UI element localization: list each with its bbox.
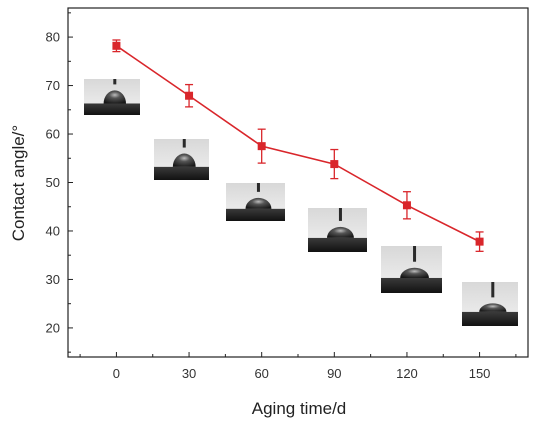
y-tick-label: 20 [46, 320, 60, 335]
plot-axes: 20 30 40 50 60 70 80 0 30 60 90 120 150 [46, 7, 529, 381]
x-tick-label: 150 [469, 366, 491, 381]
y-tick-label: 30 [46, 272, 60, 287]
droplet-photo-day-150 [462, 282, 518, 326]
droplet-photo-day-30 [154, 139, 209, 180]
photo-substrate [154, 166, 209, 180]
data-point-marker [112, 41, 121, 50]
y-tick-label: 40 [46, 223, 60, 238]
data-point-marker [402, 201, 411, 210]
x-tick-label: 30 [182, 366, 196, 381]
data-point-marker [257, 142, 266, 151]
dispensing-needle [491, 282, 495, 298]
x-tick-label: 60 [254, 366, 268, 381]
photo-substrate [84, 103, 140, 115]
droplet-photo-day-120 [381, 246, 442, 293]
series-line [115, 45, 480, 243]
y-tick-label: 80 [46, 30, 60, 45]
photo-substrate [462, 311, 518, 326]
droplet-photo-day-60 [226, 183, 285, 221]
data-series [112, 39, 484, 252]
droplet-shape [103, 90, 126, 104]
droplet-photo-day-90 [308, 208, 367, 252]
dispensing-needle [413, 246, 417, 262]
y-axis-label: Contact angle/° [9, 125, 28, 241]
droplet-photo-day-0 [84, 79, 140, 115]
droplet-shape [400, 267, 429, 278]
dispensing-needle [256, 183, 260, 192]
dispensing-needle [113, 79, 117, 85]
x-axis-label: Aging time/d [252, 399, 347, 418]
photo-substrate [226, 208, 285, 221]
droplet-shape [479, 303, 507, 312]
y-tick-label: 70 [46, 78, 60, 93]
droplet-shape [172, 153, 196, 167]
droplet-shape [326, 226, 354, 238]
x-tick-label: 90 [327, 366, 341, 381]
photo-substrate [308, 237, 367, 252]
x-tick-label: 120 [396, 366, 418, 381]
data-point-marker [475, 237, 484, 246]
droplet-shape [245, 197, 272, 209]
droplet-photos [84, 79, 518, 326]
dispensing-needle [182, 139, 186, 148]
data-point-marker [330, 160, 339, 169]
y-tick-label: 60 [46, 127, 60, 142]
dispensing-needle [338, 208, 342, 221]
data-point-marker [185, 91, 194, 100]
y-tick-label: 50 [46, 175, 60, 190]
photo-substrate [381, 277, 442, 293]
x-tick-label: 0 [113, 366, 120, 381]
